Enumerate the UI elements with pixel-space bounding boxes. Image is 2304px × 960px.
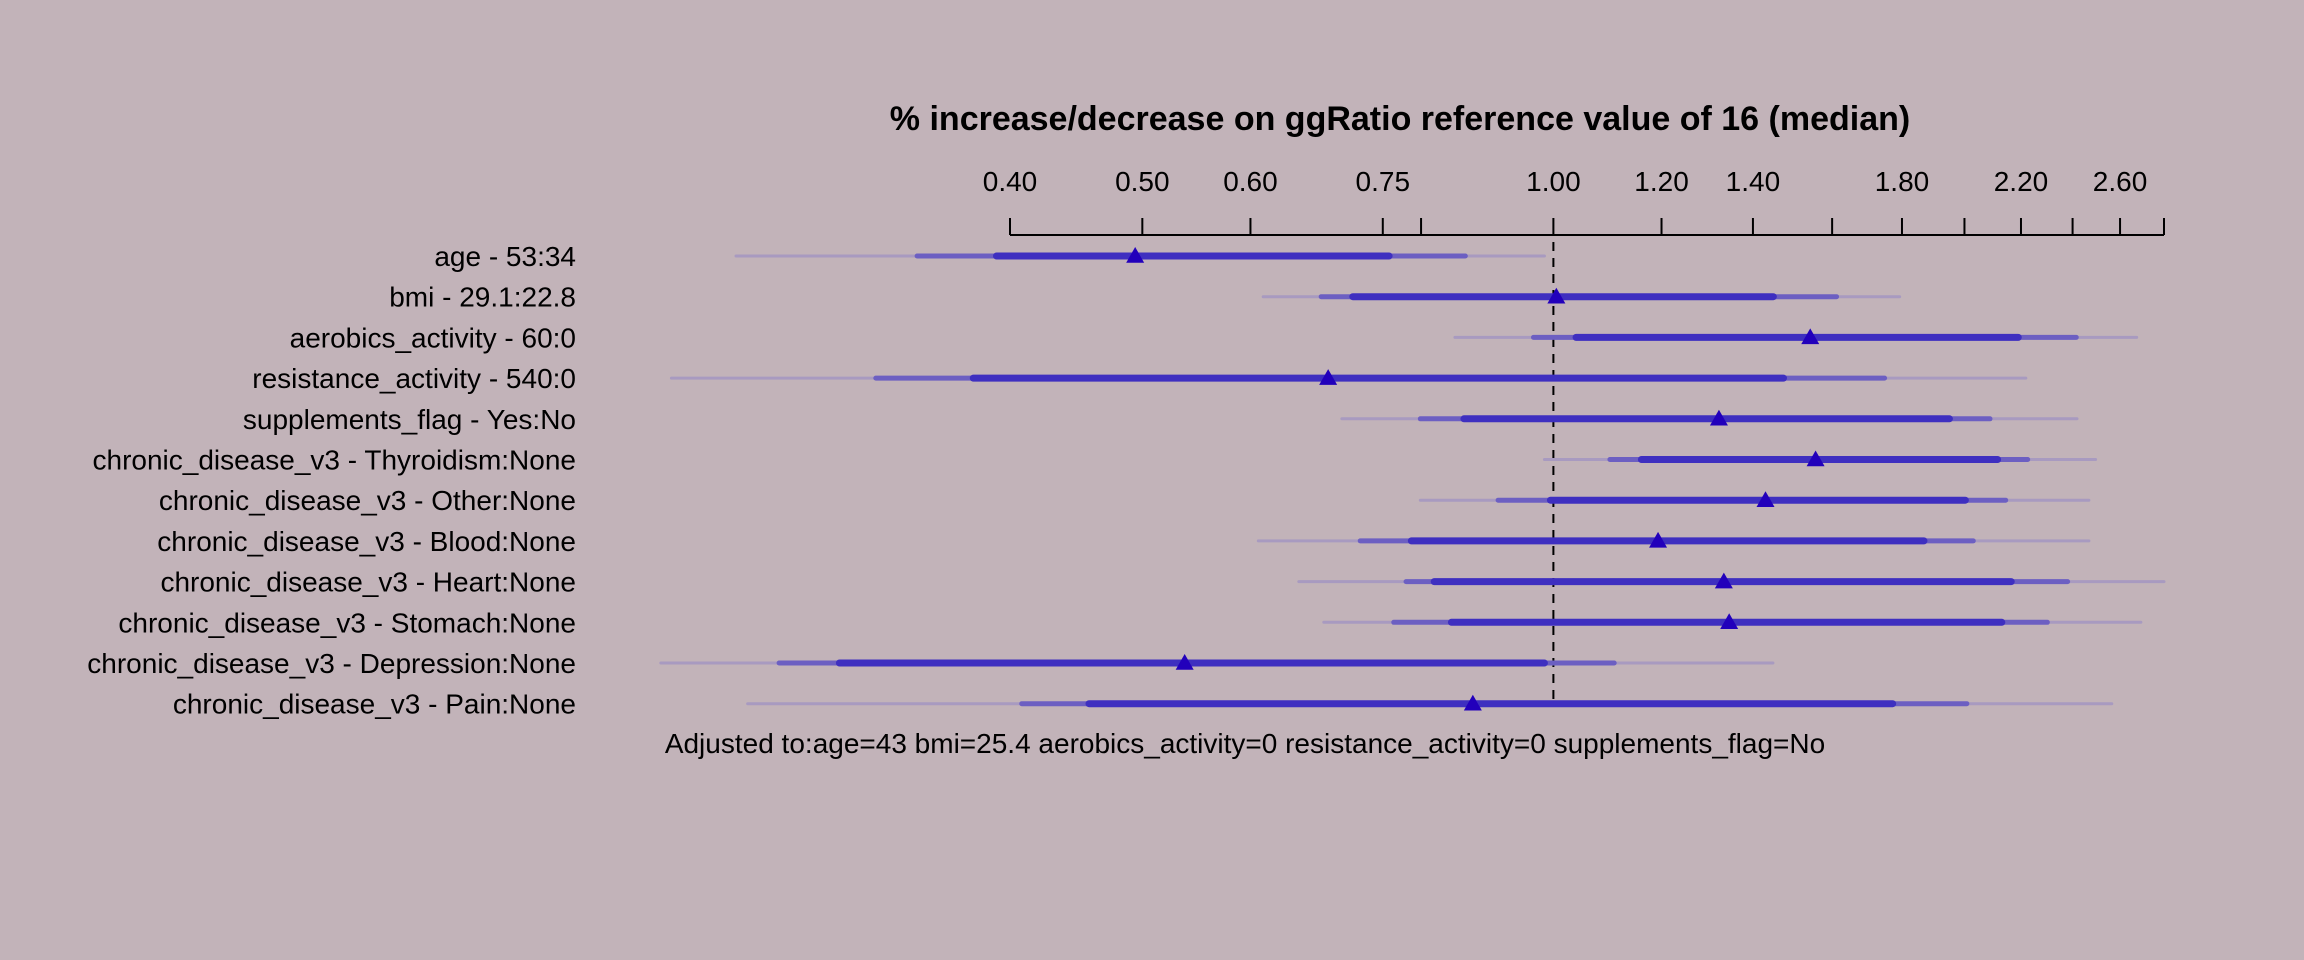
x-tick-label: 0.50 (1115, 166, 1170, 197)
row-label: chronic_disease_v3 - Depression:None (87, 648, 576, 679)
x-tick-label: 1.20 (1634, 166, 1689, 197)
point-estimate (1806, 450, 1825, 467)
forest-row: resistance_activity - 540:0 (252, 363, 2028, 394)
row-label: chronic_disease_v3 - Other:None (159, 485, 576, 516)
point-estimate (1709, 409, 1728, 426)
forest-row: bmi - 29.1:22.8 (389, 282, 1902, 313)
forest-row: supplements_flag - Yes:No (243, 404, 2079, 435)
forest-row: chronic_disease_v3 - Other:None (159, 485, 2091, 516)
forest-row: chronic_disease_v3 - Heart:None (160, 567, 2166, 598)
chart-title: % increase/decrease on ggRatio reference… (890, 100, 1910, 138)
row-label: resistance_activity - 540:0 (252, 363, 576, 394)
forest-row: chronic_disease_v3 - Stomach:None (118, 607, 2143, 638)
row-label: age - 53:34 (434, 241, 576, 272)
point-estimate (1547, 287, 1566, 304)
x-axis: 0.40 0.50 0.60 0.75 1.00 1.20 1.40 1.80 2.20 2.60 (983, 166, 2165, 236)
x-tick-label: 2.20 (1994, 166, 2049, 197)
point-estimate (1649, 531, 1668, 548)
row-label: aerobics_activity - 60:0 (290, 322, 576, 353)
point-estimate (1756, 491, 1775, 507)
point-estimate (1714, 572, 1733, 589)
row-label: chronic_disease_v3 - Stomach:None (118, 607, 576, 638)
point-estimate (1175, 654, 1194, 670)
row-label: chronic_disease_v3 - Thyroidism:None (93, 445, 577, 476)
point-estimate (1801, 328, 1820, 345)
x-tick-label: 1.80 (1875, 166, 1930, 197)
point-estimate (1319, 369, 1338, 385)
forest-row: chronic_disease_v3 - Thyroidism:None (93, 445, 2098, 476)
adjustment-note: Adjusted to:age=43 bmi=25.4 aerobics_act… (665, 728, 1825, 759)
row-label: chronic_disease_v3 - Blood:None (157, 526, 576, 557)
rows-group: age - 53:34 bmi - 29.1:22.8 aerobics_activ… (87, 241, 2166, 720)
forest-row: aerobics_activity - 60:0 (290, 322, 2139, 353)
forest-row: chronic_disease_v3 - Depression:None (87, 648, 1775, 679)
forest-row: age - 53:34 (434, 241, 1546, 272)
x-tick-label: 1.40 (1726, 166, 1781, 197)
x-tick-label: 2.60 (2093, 166, 2148, 197)
x-tick-label: 0.40 (983, 166, 1038, 197)
row-label: supplements_flag - Yes:No (243, 404, 576, 435)
row-label: chronic_disease_v3 - Pain:None (173, 689, 576, 720)
forest-row: chronic_disease_v3 - Pain:None (173, 689, 2114, 720)
x-tick-label: 0.60 (1223, 166, 1278, 197)
x-tick-label: 0.75 (1356, 166, 1411, 197)
point-estimate (1126, 247, 1145, 263)
x-tick-label: 1.00 (1526, 166, 1581, 197)
point-estimate (1463, 694, 1482, 711)
point-estimate (1720, 613, 1739, 630)
row-label: bmi - 29.1:22.8 (389, 282, 576, 313)
row-label: chronic_disease_v3 - Heart:None (160, 567, 576, 598)
forest-row: chronic_disease_v3 - Blood:None (157, 526, 2091, 557)
